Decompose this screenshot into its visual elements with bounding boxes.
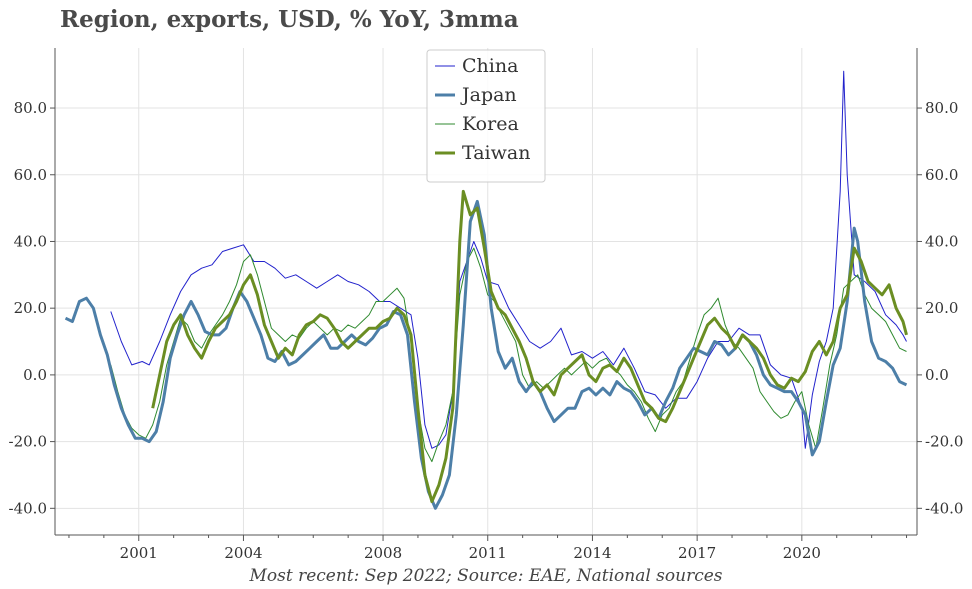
- chart-footnote: Most recent: Sep 2022; Source: EAE, Nati…: [249, 566, 723, 586]
- series-layer: [64, 70, 908, 510]
- y-tick-label-left: -20.0: [9, 433, 47, 451]
- series-line-japan: [64, 199, 908, 510]
- legend-label-korea: Korea: [462, 113, 519, 135]
- y-tick-label-right: -20.0: [925, 433, 963, 451]
- y-tick-label-left: 60.0: [14, 166, 47, 184]
- x-tick-label: 2017: [678, 544, 716, 562]
- series-line-korea: [110, 247, 907, 463]
- legend: China Japan Korea Taiwan: [426, 49, 546, 183]
- y-tick-label-left: 20.0: [14, 299, 47, 317]
- y-tick-label-left: -40.0: [9, 499, 47, 517]
- legend-label-japan: Japan: [460, 84, 517, 106]
- series-line-china: [110, 70, 907, 449]
- x-tick-label: 2001: [120, 544, 158, 562]
- y-tick-label-right: 40.0: [925, 232, 958, 250]
- legend-label-china: China: [462, 55, 518, 77]
- series-line-taiwan: [151, 189, 908, 504]
- x-tick-label: 2004: [224, 544, 262, 562]
- x-tick-label: 2011: [469, 544, 507, 562]
- y-tick-label-left: 80.0: [14, 99, 47, 117]
- x-tick-label: 2008: [364, 544, 402, 562]
- legend-label-taiwan: Taiwan: [462, 142, 530, 164]
- y-tick-label-right: 80.0: [925, 99, 958, 117]
- x-tick-label: 2020: [783, 544, 821, 562]
- y-tick-label-right: -40.0: [925, 499, 963, 517]
- y-tick-label-left: 40.0: [14, 232, 47, 250]
- x-tick-label: 2014: [573, 544, 611, 562]
- axis-layer: 80.0 80.0 60.0 60.0 40.0 40.0 20.0 20.0 0.0 0.0 -2…: [9, 48, 963, 562]
- y-tick-label-right: 20.0: [925, 299, 958, 317]
- legend-box: [426, 49, 546, 183]
- y-tick-label-right: 0.0: [925, 366, 949, 384]
- chart-title: Region, exports, USD, % YoY, 3mma: [60, 6, 519, 33]
- y-tick-label-right: 60.0: [925, 166, 958, 184]
- y-tick-label-left: 0.0: [23, 366, 47, 384]
